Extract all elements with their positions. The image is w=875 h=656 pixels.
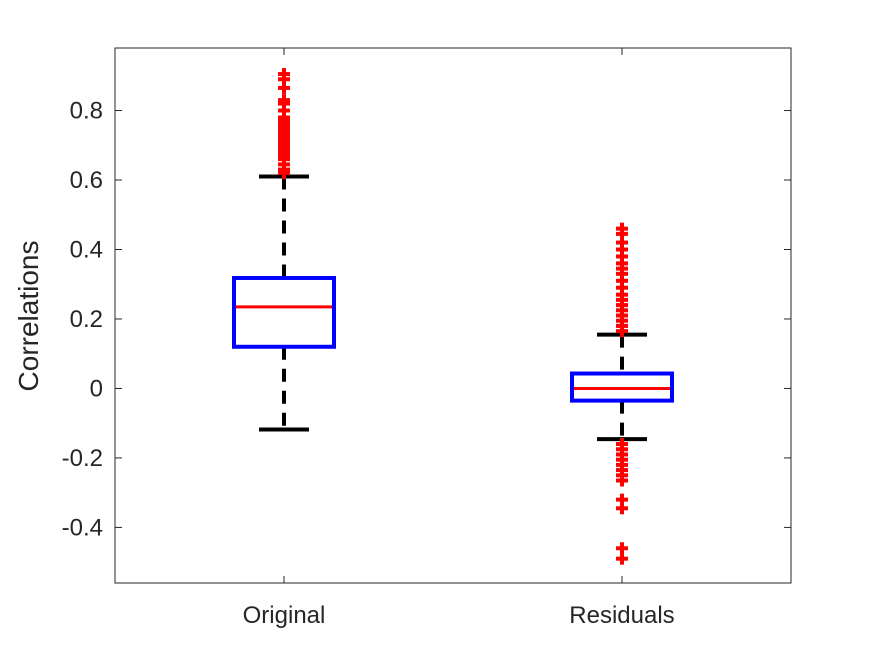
outlier-residuals xyxy=(616,552,628,565)
x-tick-label-residuals: Residuals xyxy=(569,602,674,629)
outlier-original xyxy=(278,94,290,107)
outlier-original xyxy=(278,68,290,81)
outlier-residuals xyxy=(616,222,628,235)
y-tick-label: 0.8 xyxy=(70,98,103,125)
outlier-residuals xyxy=(616,493,628,506)
boxes-layer xyxy=(232,275,674,403)
box-original xyxy=(232,275,336,349)
y-tick-label: -0.4 xyxy=(62,514,103,541)
y-axis: -0.4 -0.2 0 0.2 0.4 0.6 0.8 xyxy=(62,98,791,541)
outliers-layer xyxy=(278,68,628,565)
y-tick-label: 0.2 xyxy=(70,306,103,333)
y-tick-label: 0 xyxy=(90,375,103,402)
plot-area xyxy=(114,47,792,584)
y-tick-label: 0.6 xyxy=(70,167,103,194)
x-tick-label-original: Original xyxy=(243,602,326,629)
y-tick-label: -0.2 xyxy=(62,445,103,472)
outlier-residuals xyxy=(616,542,628,555)
x-axis: Original Residuals xyxy=(243,48,675,629)
outlier-residuals xyxy=(616,438,628,451)
y-tick-label: 0.4 xyxy=(70,236,103,263)
y-axis-title: Correlations xyxy=(13,241,44,392)
